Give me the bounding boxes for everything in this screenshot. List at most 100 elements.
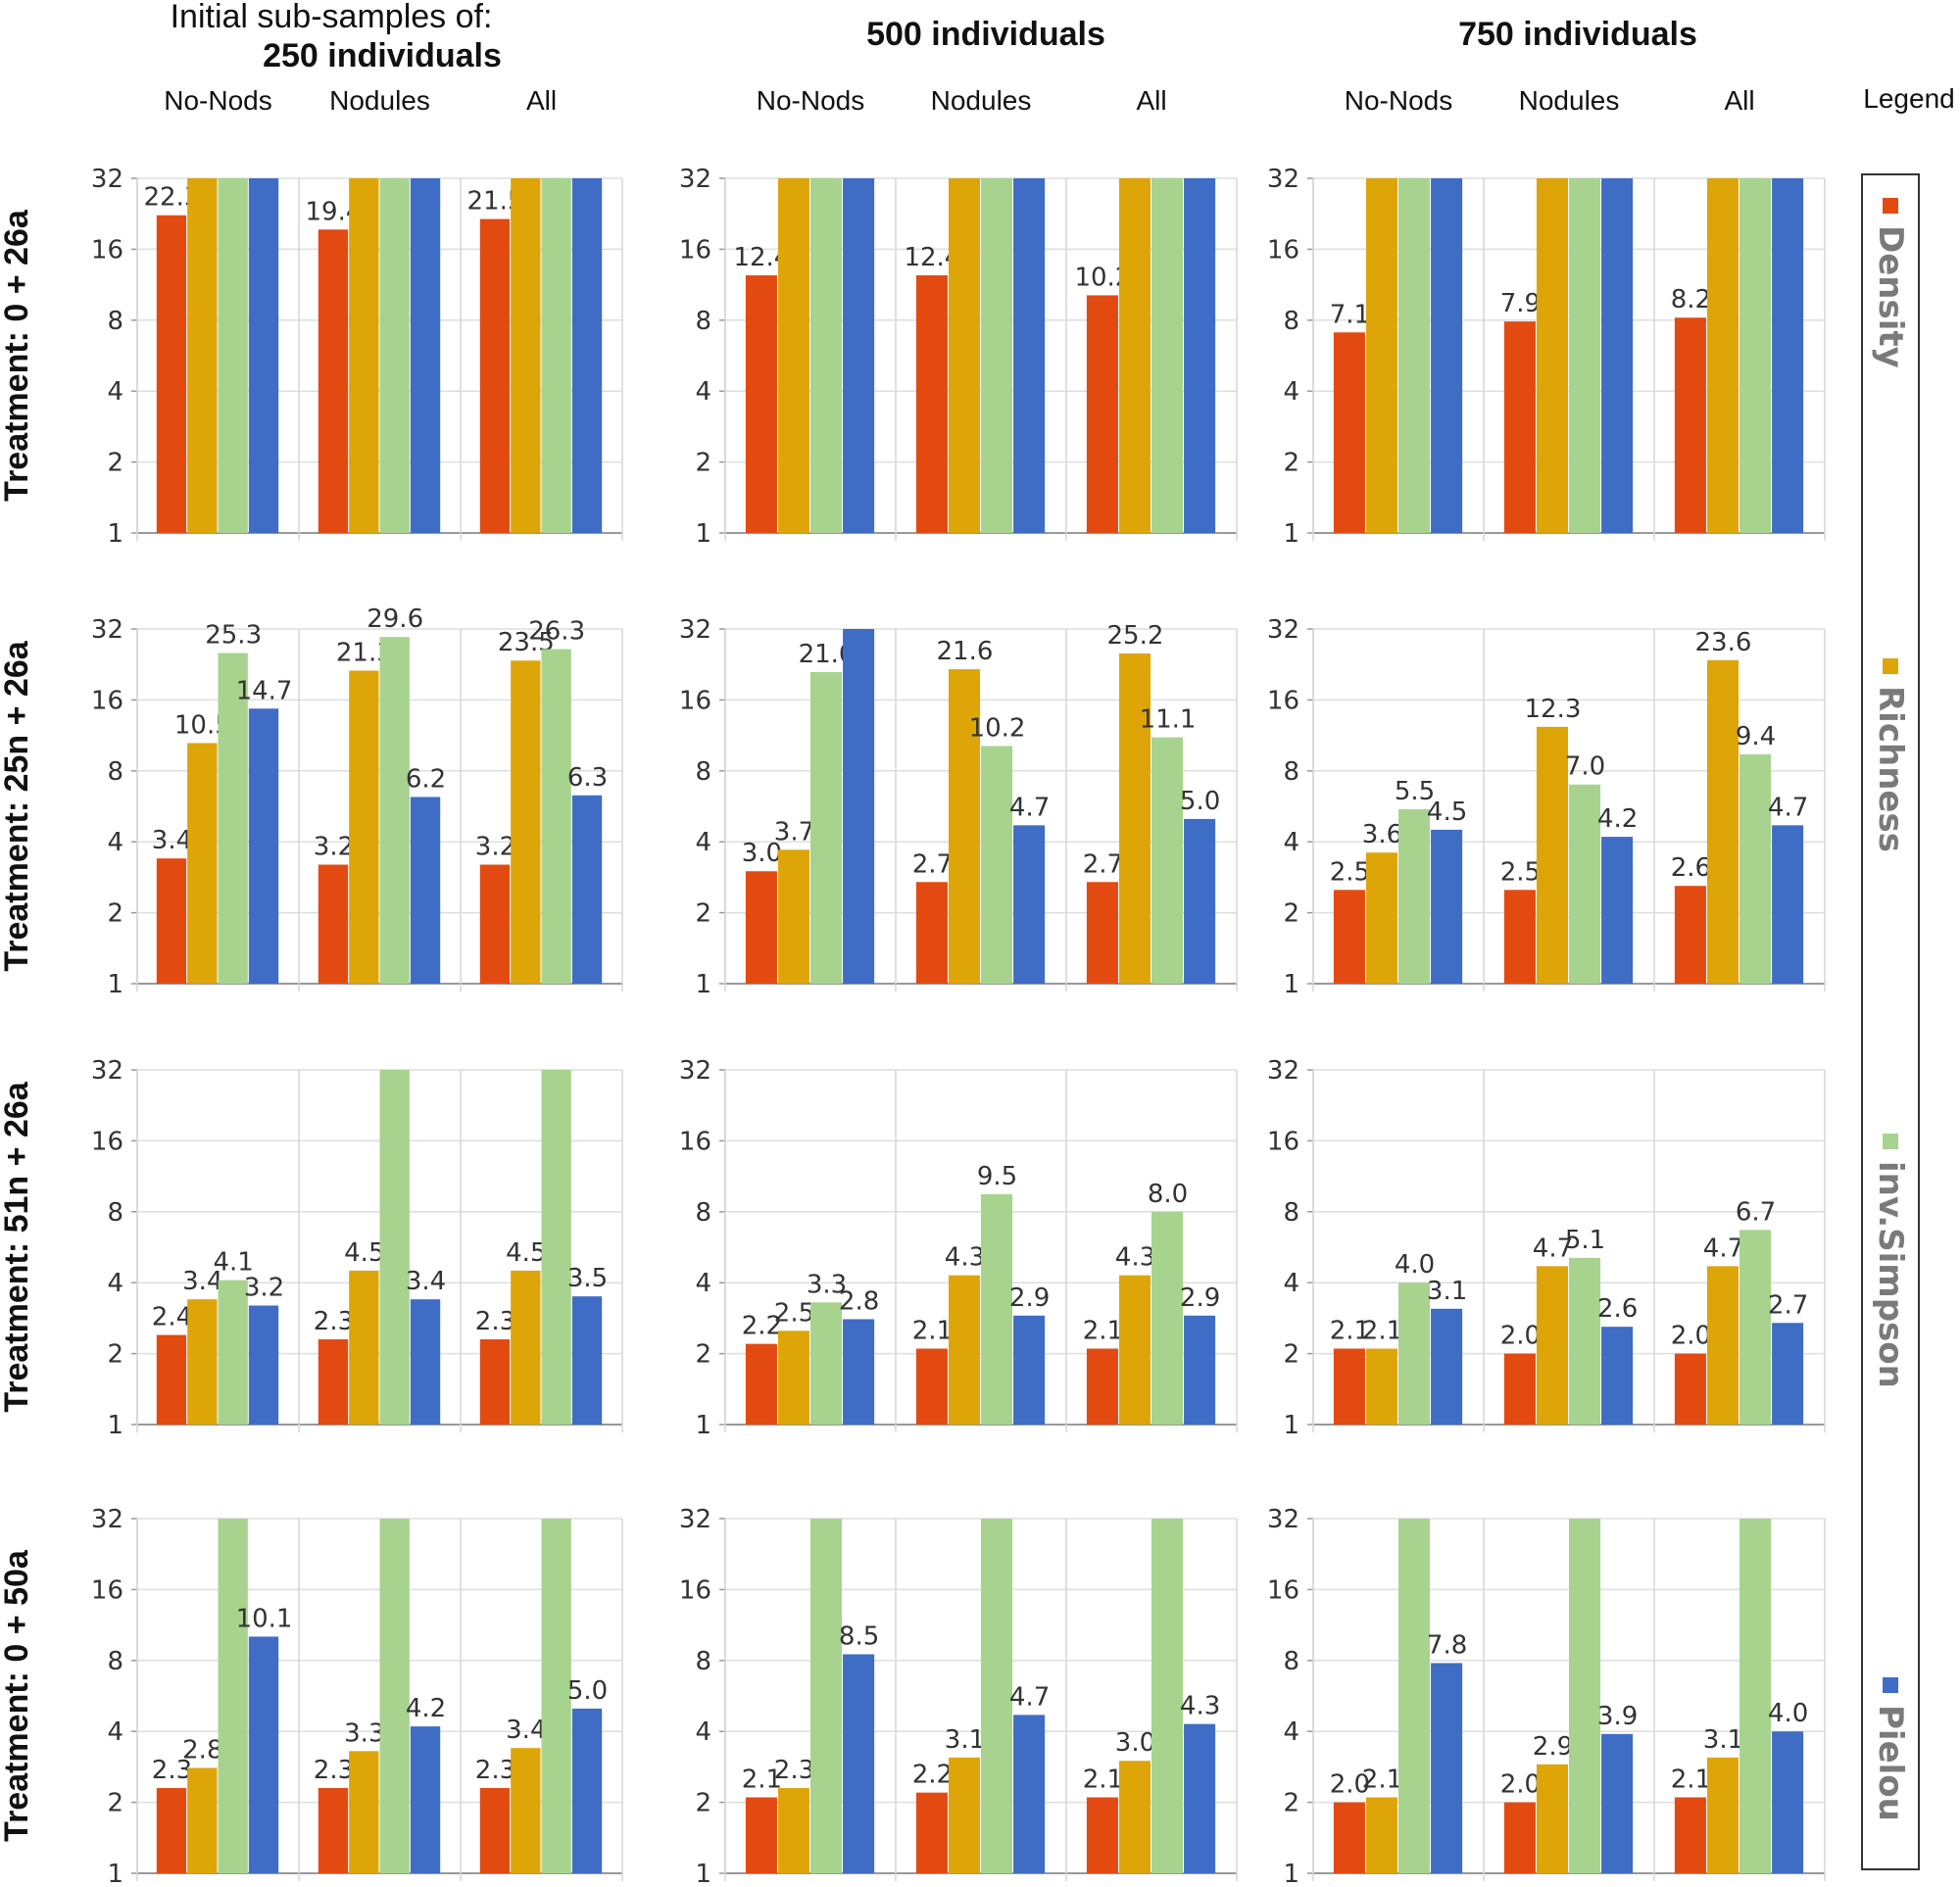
category-label-nodules: Nodules — [329, 85, 430, 116]
y-tick-label: 2 — [1283, 449, 1299, 478]
header-col2: 500 individuals — [866, 16, 1105, 53]
bar-richness-nodules — [1536, 726, 1568, 984]
value-label: 3.9 — [1597, 1702, 1638, 1731]
row-label-1: Treatment: 0 + 26a — [0, 209, 35, 502]
bar-richness-all — [511, 1270, 541, 1425]
bar-richness-no-nods — [777, 178, 809, 533]
value-label: 8.5 — [839, 1621, 879, 1651]
y-tick-label: 4 — [695, 377, 711, 407]
y-tick-label: 8 — [1283, 1647, 1299, 1676]
row-label-2: Treatment: 25n + 26a — [0, 640, 35, 971]
y-tick-label: 2 — [1283, 899, 1299, 929]
value-label: 4.7 — [1703, 1234, 1743, 1263]
header-col1-line1: Initial sub-samples of: — [171, 0, 493, 35]
bar-pielou-all — [1184, 178, 1216, 533]
bar-inv-simpson-all — [541, 178, 571, 533]
y-tick-label: 16 — [91, 1127, 123, 1156]
bar-density-no-nods — [1333, 1802, 1365, 1873]
y-tick-label: 4 — [1283, 377, 1299, 407]
value-label: 3.7 — [774, 817, 814, 847]
y-tick-label: 1 — [107, 519, 123, 549]
y-tick-label: 16 — [91, 235, 123, 265]
y-tick-label: 2 — [695, 449, 711, 478]
bar-density-all — [479, 1788, 511, 1873]
bar-richness-no-nods — [1365, 1797, 1397, 1873]
y-tick-label: 2 — [695, 1789, 711, 1818]
bar-richness-nodules — [349, 178, 379, 533]
value-label: 2.1 — [1083, 1766, 1123, 1795]
y-tick-label: 32 — [679, 165, 711, 194]
legend-swatch-richness — [1883, 658, 1898, 674]
bar-density-all — [1086, 295, 1118, 533]
value-label: 3.2 — [314, 833, 354, 862]
value-label: 2.1 — [1083, 1317, 1123, 1346]
y-tick-label: 4 — [107, 377, 123, 407]
bar-richness-no-nods — [777, 849, 809, 984]
bar-inv-simpson-all — [1740, 753, 1772, 984]
y-tick-label: 8 — [695, 1647, 711, 1676]
y-tick-label: 32 — [1267, 165, 1299, 194]
y-tick-label: 32 — [91, 615, 123, 645]
bar-density-all — [1674, 1353, 1706, 1425]
bar-pielou-all — [1184, 1315, 1216, 1425]
value-label: 2.1 — [1362, 1766, 1402, 1795]
bar-richness-no-nods — [1365, 852, 1397, 984]
legend-label-inv-simpson: inv.Simpson — [1871, 1161, 1910, 1388]
bar-inv-simpson-all — [541, 1519, 571, 1873]
y-tick-label: 8 — [107, 1198, 123, 1228]
bar-inv-simpson-nodules — [981, 746, 1013, 984]
legend-swatch-density — [1883, 198, 1898, 214]
bar-density-no-nods — [745, 275, 777, 533]
bar-density-nodules — [318, 1339, 349, 1425]
value-label: 3.2 — [244, 1274, 284, 1303]
y-tick-label: 2 — [107, 1340, 123, 1370]
legend-title: Legend — [1863, 83, 1954, 114]
bar-inv-simpson-no-nods — [1398, 1282, 1431, 1425]
bar-pielou-all — [1772, 1731, 1804, 1873]
value-label: 3.3 — [344, 1718, 384, 1748]
y-tick-label: 1 — [1283, 970, 1299, 999]
bar-pielou-nodules — [1601, 178, 1634, 533]
bar-pielou-nodules — [1013, 825, 1046, 984]
value-label: 2.7 — [1083, 849, 1123, 879]
panel-r1-c3: 1 2 4 8 16 32 7.1 7.9 8.2 — [1267, 165, 1826, 549]
bar-inv-simpson-nodules — [981, 178, 1013, 533]
value-label: 2.2 — [742, 1312, 782, 1341]
bar-inv-simpson-nodules — [1569, 1257, 1601, 1425]
bar-density-no-nods — [745, 1797, 777, 1873]
bar-density-nodules — [1503, 890, 1536, 984]
bar-pielou-nodules — [1013, 1715, 1046, 1873]
y-tick-label: 4 — [1283, 828, 1299, 857]
value-label: 26.3 — [528, 616, 585, 646]
value-label: 3.0 — [1115, 1728, 1155, 1758]
y-tick-label: 32 — [1267, 615, 1299, 645]
bar-pielou-nodules — [410, 797, 441, 984]
value-label: 9.5 — [977, 1162, 1017, 1191]
value-label: 2.9 — [1533, 1732, 1573, 1762]
bar-inv-simpson-no-nods — [1398, 808, 1431, 984]
bar-richness-nodules — [1536, 178, 1568, 533]
value-label: 3.4 — [506, 1716, 546, 1745]
y-tick-label: 8 — [107, 307, 123, 336]
bar-richness-all — [1118, 1761, 1151, 1873]
bar-pielou-no-nods — [248, 708, 279, 984]
bar-pielou-nodules — [410, 1299, 441, 1425]
bar-density-all — [1086, 1348, 1118, 1425]
y-tick-label: 2 — [695, 899, 711, 929]
y-tick-label: 4 — [1283, 1269, 1299, 1298]
bar-density-nodules — [1503, 321, 1536, 533]
bar-density-no-nods — [156, 1788, 187, 1873]
y-tick-label: 4 — [695, 1269, 711, 1298]
header-col1-line2: 250 individuals — [263, 37, 502, 74]
value-label: 25.2 — [1107, 621, 1164, 651]
y-tick-label: 1 — [695, 970, 711, 999]
bar-density-nodules — [1503, 1802, 1536, 1873]
value-label: 2.0 — [1671, 1322, 1711, 1351]
value-label: 3.6 — [1362, 820, 1402, 849]
bar-inv-simpson-all — [1152, 737, 1184, 984]
y-tick-label: 4 — [695, 1718, 711, 1747]
value-label: 6.7 — [1736, 1197, 1776, 1227]
value-label: 3.4 — [182, 1267, 222, 1296]
